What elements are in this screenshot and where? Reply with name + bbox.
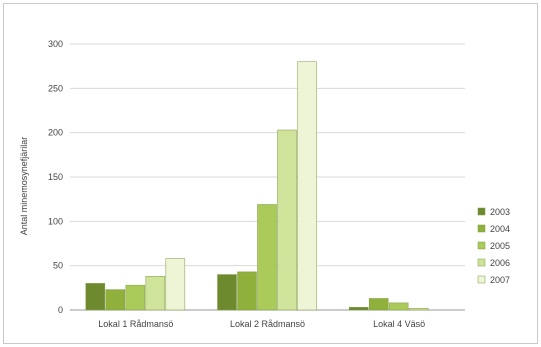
legend-label-2006: 2006	[490, 258, 510, 268]
legend-swatch-2005	[477, 241, 486, 250]
bar-2003-1	[217, 274, 237, 311]
y-tick-label: 100	[48, 216, 63, 226]
legend-label-2007: 2007	[490, 275, 510, 285]
bars	[85, 61, 429, 311]
legend-swatch-2006	[477, 258, 486, 267]
legend-swatch-2003	[477, 207, 486, 216]
legend: 2003 2004 2005 2006 2007	[477, 207, 510, 285]
legend-label-2003: 2003	[490, 207, 510, 217]
x-category-label: Lokal 4 Väsö	[373, 319, 425, 329]
y-tick-label: 50	[53, 261, 63, 271]
bar-2004-1	[237, 271, 257, 311]
bar-2004-0	[105, 289, 126, 311]
bar-2005-0	[125, 284, 146, 311]
bar-2003-2	[348, 307, 369, 311]
bar-2005-1	[257, 204, 277, 311]
y-tick-label: 250	[48, 83, 63, 93]
legend-swatch-2007	[477, 275, 486, 284]
y-tick-label: 300	[48, 39, 63, 49]
y-tick-label: 200	[48, 128, 63, 138]
y-tick-label: 150	[48, 172, 63, 182]
bar-2003-0	[85, 283, 106, 311]
x-category-label: Lokal 1 Rådmansö	[98, 319, 173, 329]
y-tick-label: 0	[58, 305, 63, 315]
bar-2005-2	[388, 302, 409, 311]
bar-2006-2	[408, 307, 429, 311]
bar-2007-0	[165, 258, 186, 311]
legend-swatch-2004	[477, 224, 486, 233]
legend-label-2004: 2004	[490, 224, 510, 234]
bar-2006-1	[277, 129, 297, 311]
y-axis-ticks: 0 50 100 150 200 250 300	[48, 39, 63, 315]
y-axis-label: Antal minemosynefjärilar	[19, 137, 29, 236]
x-axis-categories: Lokal 1 Rådmansö Lokal 2 Rådmansö Lokal 4 …	[98, 319, 425, 329]
x-category-label: Lokal 2 Rådmansö	[230, 319, 305, 329]
bar-2004-2	[368, 298, 389, 311]
bar-2006-0	[145, 276, 166, 311]
bar-2007-1	[297, 61, 317, 311]
legend-label-2005: 2005	[490, 241, 510, 251]
